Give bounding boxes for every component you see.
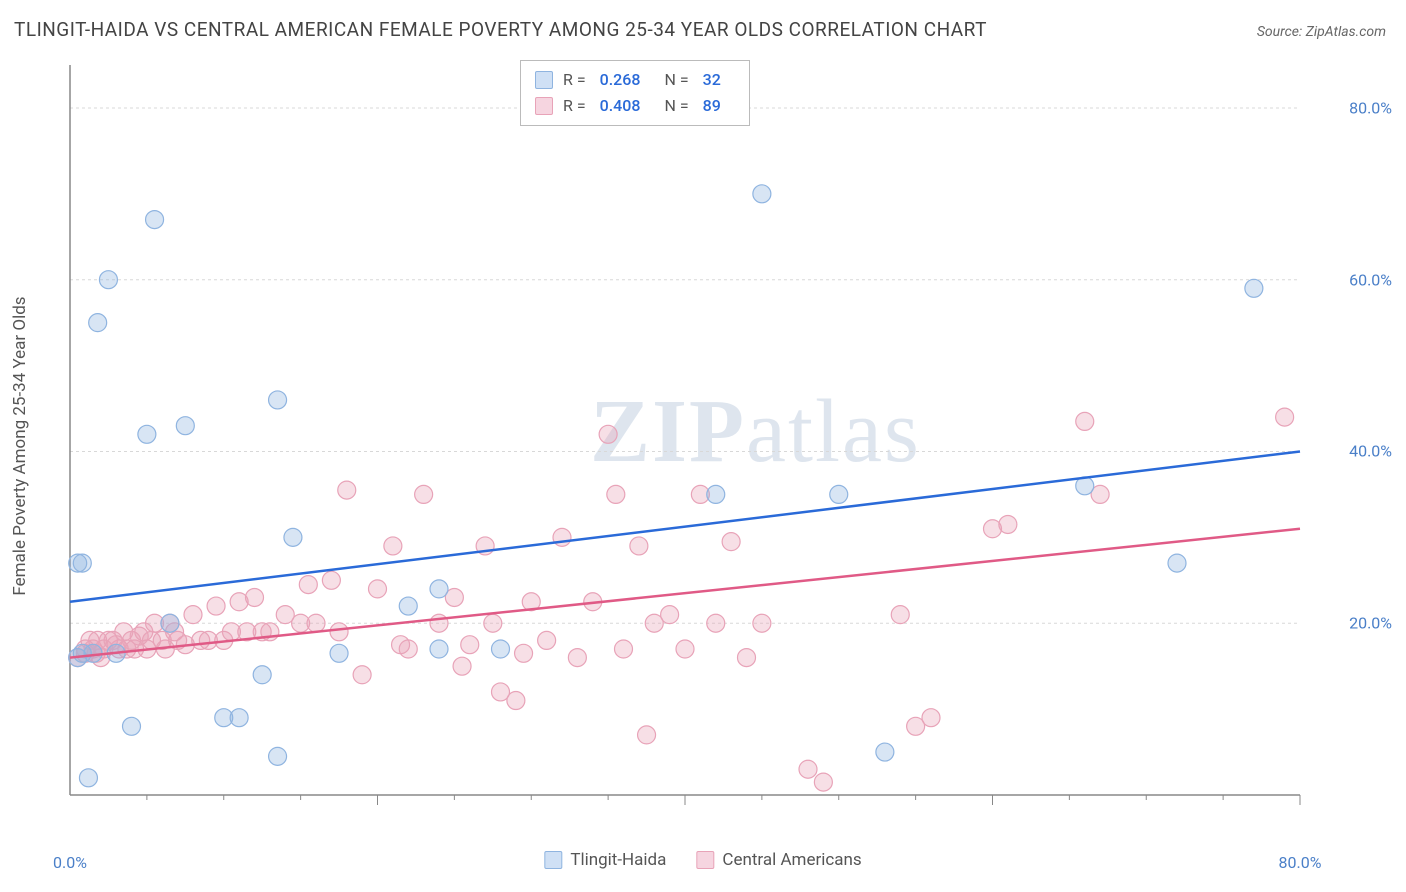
stat-n-value-1: 32 bbox=[703, 67, 721, 93]
x-tick-label: 80.0% bbox=[1279, 853, 1322, 872]
legend-swatch-2 bbox=[696, 851, 714, 869]
stat-r-label: R = bbox=[563, 93, 586, 119]
bottom-legend: Tlingit-Haida Central Americans bbox=[544, 850, 861, 870]
stat-r-value-1: 0.268 bbox=[600, 67, 641, 93]
legend-label-2: Central Americans bbox=[722, 850, 861, 870]
y-tick-label: 20.0% bbox=[1349, 614, 1392, 633]
swatch-series-1 bbox=[535, 71, 553, 89]
legend-item-2: Central Americans bbox=[696, 850, 861, 870]
stats-row-1: R = 0.268 N = 32 bbox=[535, 67, 735, 93]
y-axis-label: Female Poverty Among 25-34 Year Olds bbox=[10, 296, 30, 595]
chart-source: Source: ZipAtlas.com bbox=[1257, 24, 1386, 40]
stat-n-value-2: 89 bbox=[703, 93, 721, 119]
swatch-series-2 bbox=[535, 97, 553, 115]
scatter-chart bbox=[60, 55, 1350, 825]
x-tick-label: 0.0% bbox=[53, 853, 87, 872]
stats-row-2: R = 0.408 N = 89 bbox=[535, 93, 735, 119]
legend-label-1: Tlingit-Haida bbox=[570, 850, 666, 870]
y-tick-label: 40.0% bbox=[1349, 442, 1392, 461]
stat-r-label: R = bbox=[563, 67, 586, 93]
stat-r-value-2: 0.408 bbox=[600, 93, 641, 119]
stat-n-label: N = bbox=[664, 67, 688, 93]
chart-title: TLINGIT-HAIDA VS CENTRAL AMERICAN FEMALE… bbox=[14, 18, 987, 41]
y-tick-label: 80.0% bbox=[1349, 98, 1392, 117]
stats-legend-box: R = 0.268 N = 32 R = 0.408 N = 89 bbox=[520, 60, 750, 126]
legend-item-1: Tlingit-Haida bbox=[544, 850, 666, 870]
y-tick-label: 60.0% bbox=[1349, 270, 1392, 289]
legend-swatch-1 bbox=[544, 851, 562, 869]
stat-n-label: N = bbox=[664, 93, 688, 119]
